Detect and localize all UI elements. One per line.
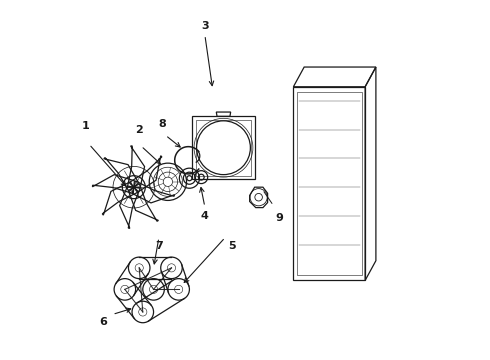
Text: 7: 7 (155, 241, 163, 251)
Text: 8: 8 (158, 120, 166, 129)
Text: 4: 4 (201, 211, 209, 221)
Text: 1: 1 (81, 121, 89, 131)
Text: 6: 6 (99, 317, 107, 327)
Text: 5: 5 (229, 241, 236, 251)
Text: 2: 2 (135, 125, 143, 135)
Text: 9: 9 (275, 213, 283, 222)
Text: 3: 3 (201, 21, 209, 31)
